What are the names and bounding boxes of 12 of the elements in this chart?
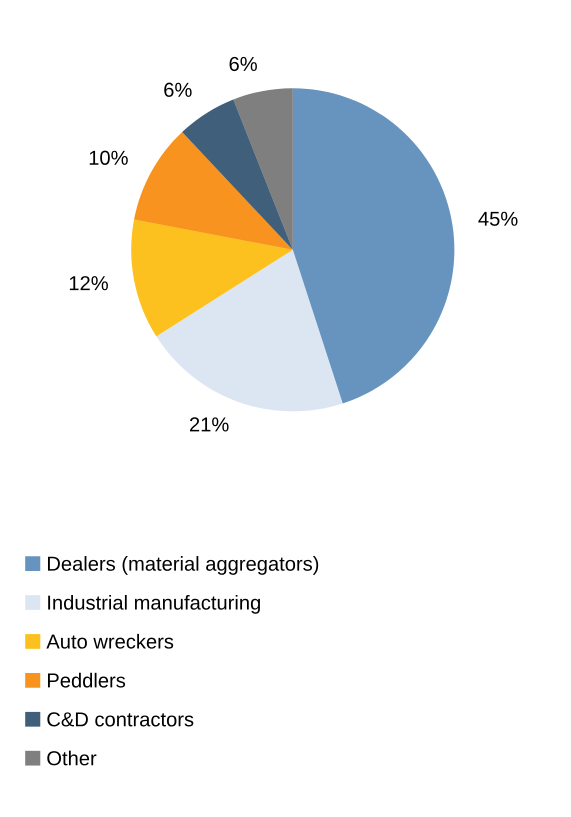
data-label: 6% (230, 56, 257, 72)
data-label: 6% (164, 82, 192, 97)
legend-label: Dealers (material aggregators) (48, 556, 318, 575)
data-label: 12% (70, 276, 108, 290)
legend-label: Auto wreckers (46, 634, 174, 649)
data-label: 21% (190, 417, 229, 432)
legend-label: Other (47, 750, 96, 766)
data-label: 45% (478, 212, 518, 226)
legend-label: Industrial manufacturing (48, 594, 260, 614)
data-label: 10% (90, 150, 128, 165)
legend-label: Peddlers (48, 672, 126, 688)
legend-label: C&D contractors (47, 712, 194, 726)
